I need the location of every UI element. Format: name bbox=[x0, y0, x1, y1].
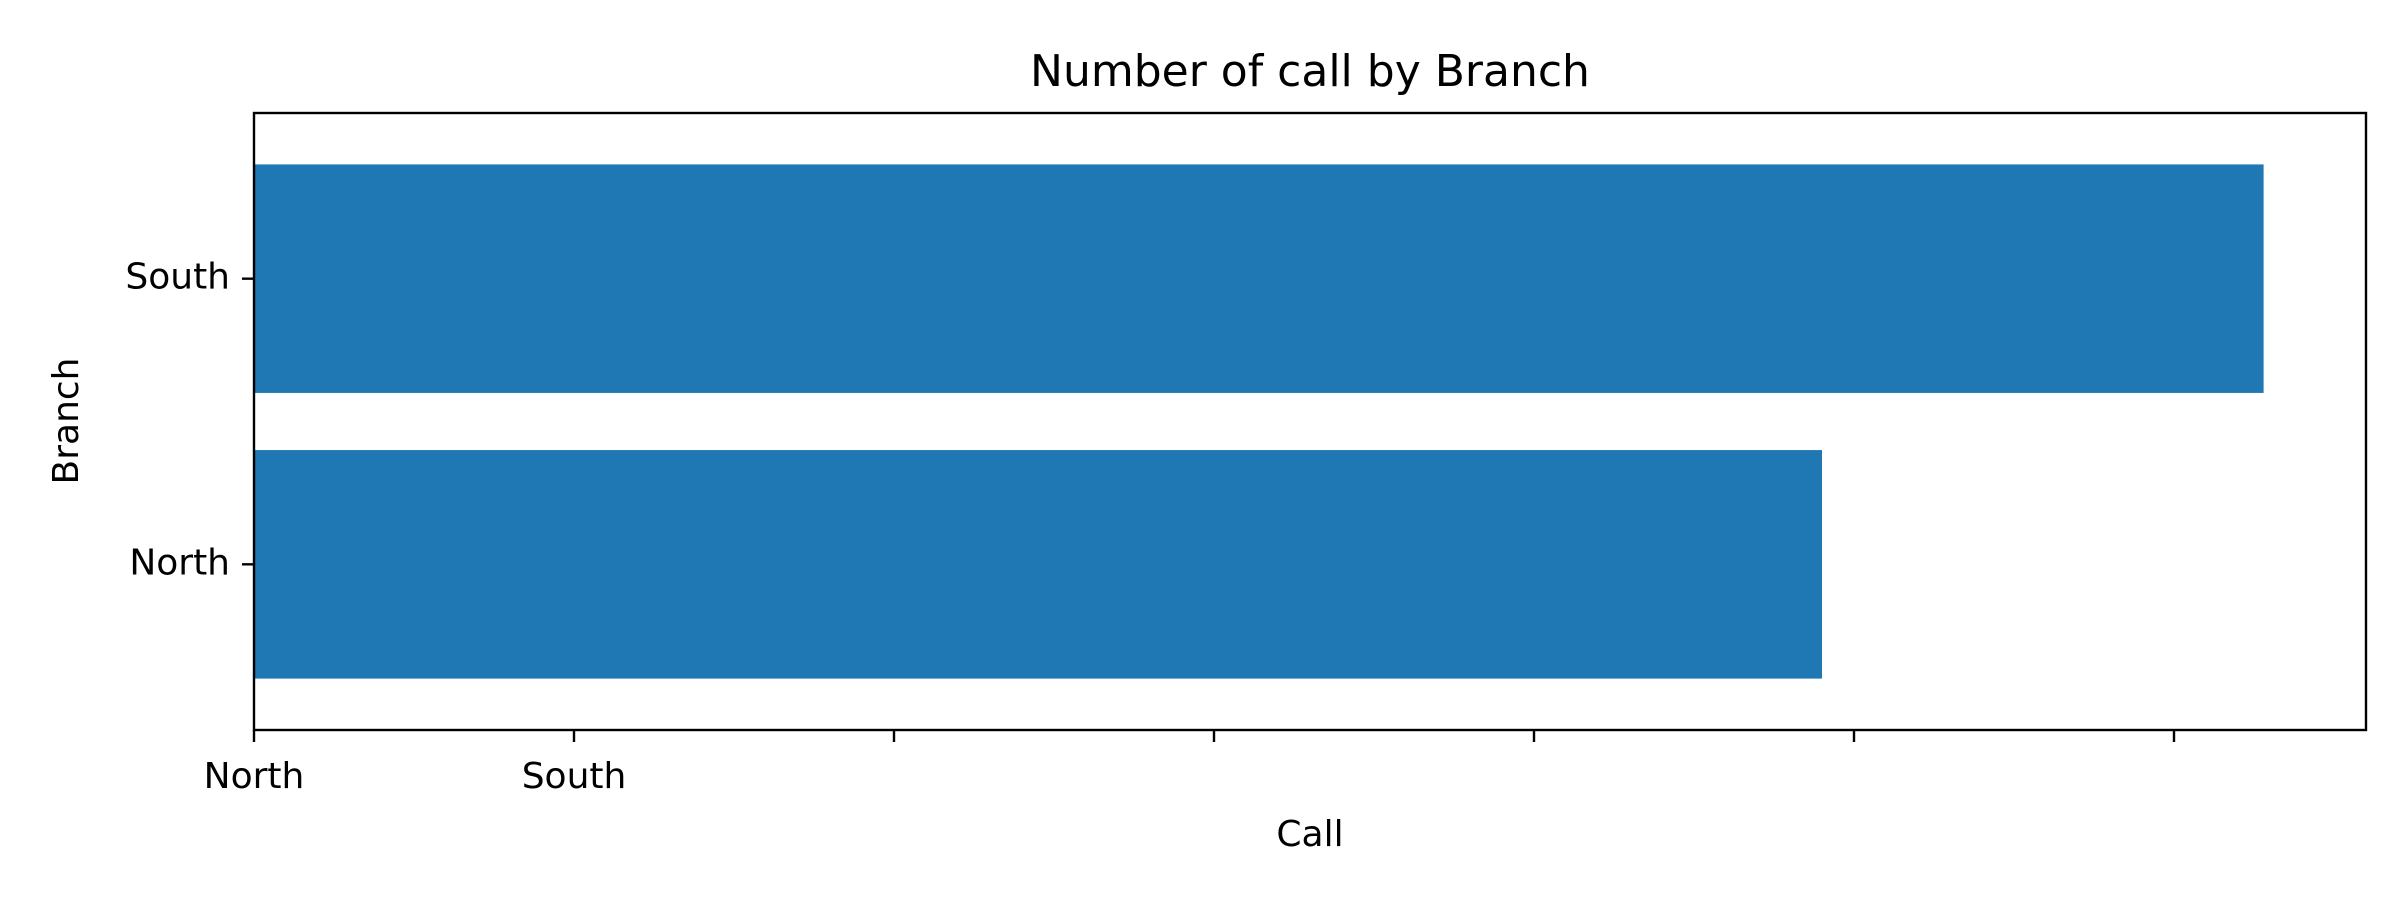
x-axis: North South bbox=[204, 730, 2176, 797]
bar-north bbox=[254, 450, 1822, 679]
y-tick-label: North bbox=[129, 542, 230, 583]
plot-frame bbox=[252, 111, 2368, 732]
bar-south bbox=[254, 164, 2264, 393]
bars bbox=[254, 164, 2264, 679]
y-axis-title: Branch bbox=[46, 358, 87, 485]
y-tick-label: South bbox=[125, 257, 230, 298]
x-tick-label: North bbox=[204, 756, 305, 797]
y-axis: North South bbox=[125, 257, 254, 583]
x-axis-title: Call bbox=[1276, 814, 1343, 855]
x-tick-label: South bbox=[522, 756, 627, 797]
chart-title: Number of call by Branch bbox=[1030, 46, 1590, 97]
